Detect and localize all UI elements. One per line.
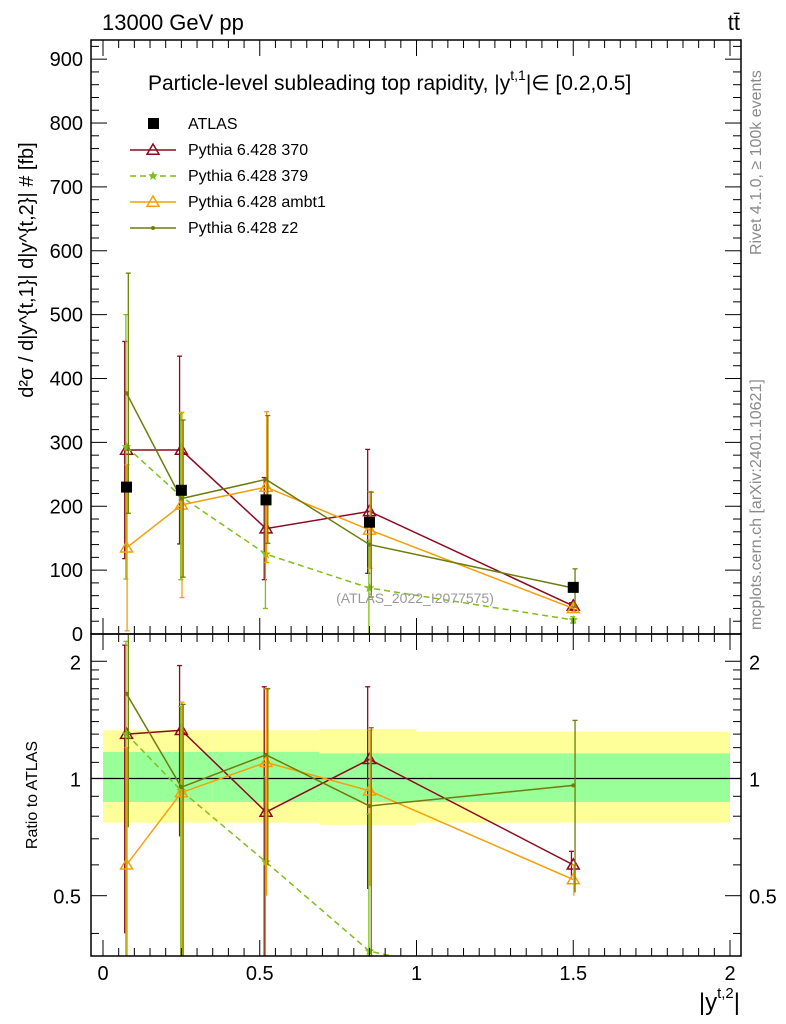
main-title-sup: t,1 <box>510 67 526 83</box>
legend: ATLAS Pythia 6.428 370 Pythia 6.428 379 Pyt… <box>130 116 326 237</box>
ratio-y-tick-label-right: 2 <box>749 652 760 674</box>
series-marker <box>121 728 132 739</box>
series-marker <box>179 496 184 501</box>
series-marker <box>145 142 161 155</box>
series-marker <box>264 477 269 482</box>
data-point <box>567 581 579 593</box>
series-marker <box>119 540 134 553</box>
rivet-label: Rivet 4.1.0, ≥ 100k events <box>748 70 765 255</box>
series-marker <box>124 391 129 396</box>
main-title-text: Particle-level subleading top rapidity, … <box>148 72 511 95</box>
series-marker <box>179 785 184 790</box>
series-marker <box>119 857 134 870</box>
series-marker <box>362 783 377 796</box>
x-tick-label: 1 <box>411 963 422 985</box>
legend-label: Pythia 6.428 ambt1 <box>188 194 326 211</box>
x-tick-label: 0.5 <box>246 963 274 985</box>
y-tick-label: 800 <box>50 113 83 135</box>
series-marker <box>124 691 129 696</box>
ratio-y-tick-label: 2 <box>70 652 81 674</box>
y-tick-label: 0 <box>72 624 83 646</box>
x-axis-label: |yt,2| <box>699 985 740 1016</box>
mcplots-label: mcplots.cern.ch [arXiv:2401.10621] <box>748 379 765 630</box>
y-tick-label: 300 <box>50 432 83 454</box>
ratio-y-tick-label: 1 <box>70 769 81 791</box>
series-marker <box>258 479 274 493</box>
series-marker <box>565 872 581 885</box>
ratio-series-line <box>125 733 393 957</box>
y-tick-label: 700 <box>50 177 83 199</box>
main-title-text-end: |∈ [0.2,0.5] <box>526 72 631 95</box>
series-marker <box>367 803 372 808</box>
x-axis-label-end: | <box>734 989 740 1016</box>
legend-label: Pythia 6.428 z2 <box>188 220 298 237</box>
legend-label: Pythia 6.428 379 <box>188 168 308 185</box>
series-line <box>126 446 574 621</box>
ratio-y-tick-label-right: 0.5 <box>749 887 777 909</box>
series-marker <box>174 497 189 510</box>
y-tick-label: 200 <box>50 496 83 518</box>
legend-marker <box>148 118 159 129</box>
main-panel: 0 100 200 300 400 500 600 700 800 900 Particle-le… <box>16 39 742 646</box>
data-point <box>175 484 187 496</box>
x-axis-label-text: |y <box>699 989 717 1016</box>
series-marker <box>174 785 189 798</box>
series-marker <box>364 582 375 593</box>
y-tick-label: 100 <box>50 560 83 582</box>
series-marker <box>145 194 161 207</box>
series-marker <box>121 441 132 452</box>
energy-label: 13000 GeV pp <box>102 10 244 35</box>
main-ylabel: d²σ / d|y^{t,1}| d|y^{t,2}| # [fb] <box>16 142 38 397</box>
data-point <box>363 516 375 528</box>
series-line <box>125 392 574 589</box>
data-point <box>260 494 272 506</box>
data-point <box>121 481 133 493</box>
x-axis-label-sup: t,2 <box>717 985 734 1002</box>
y-tick-label: 600 <box>50 241 83 263</box>
y-tick-label: 400 <box>50 369 83 391</box>
uncertainty-band-green <box>416 753 730 803</box>
watermark: (ATLAS_2022_I2077575) <box>336 590 494 606</box>
main-title: Particle-level subleading top rapidity, … <box>148 67 631 95</box>
y-tick-label: 900 <box>50 49 83 71</box>
legend-label: ATLAS <box>188 116 238 133</box>
x-tick-label: 1.5 <box>559 963 587 985</box>
legend-label: Pythia 6.428 370 <box>188 142 308 159</box>
process-label: tt̄ <box>728 10 740 35</box>
series-marker <box>571 783 576 788</box>
series-marker <box>148 170 158 181</box>
x-tick-label: 0 <box>97 963 108 985</box>
ratio-y-tick-label-right: 1 <box>749 769 760 791</box>
series-marker <box>367 542 372 547</box>
series-marker <box>362 522 377 535</box>
y-tick-label: 500 <box>50 305 83 327</box>
series-marker <box>151 226 155 230</box>
series-marker <box>258 754 274 768</box>
ratio-panel: 0.5 0.5 1 1 2 2 0 0.5 1 1.5 2 Ratio to ATLAS |yt,2… <box>24 633 777 1016</box>
x-tick-label: 2 <box>724 963 735 985</box>
series-marker <box>264 752 269 757</box>
ratio-ylabel: Ratio to ATLAS <box>24 741 41 849</box>
ratio-y-tick-label: 0.5 <box>53 887 81 909</box>
